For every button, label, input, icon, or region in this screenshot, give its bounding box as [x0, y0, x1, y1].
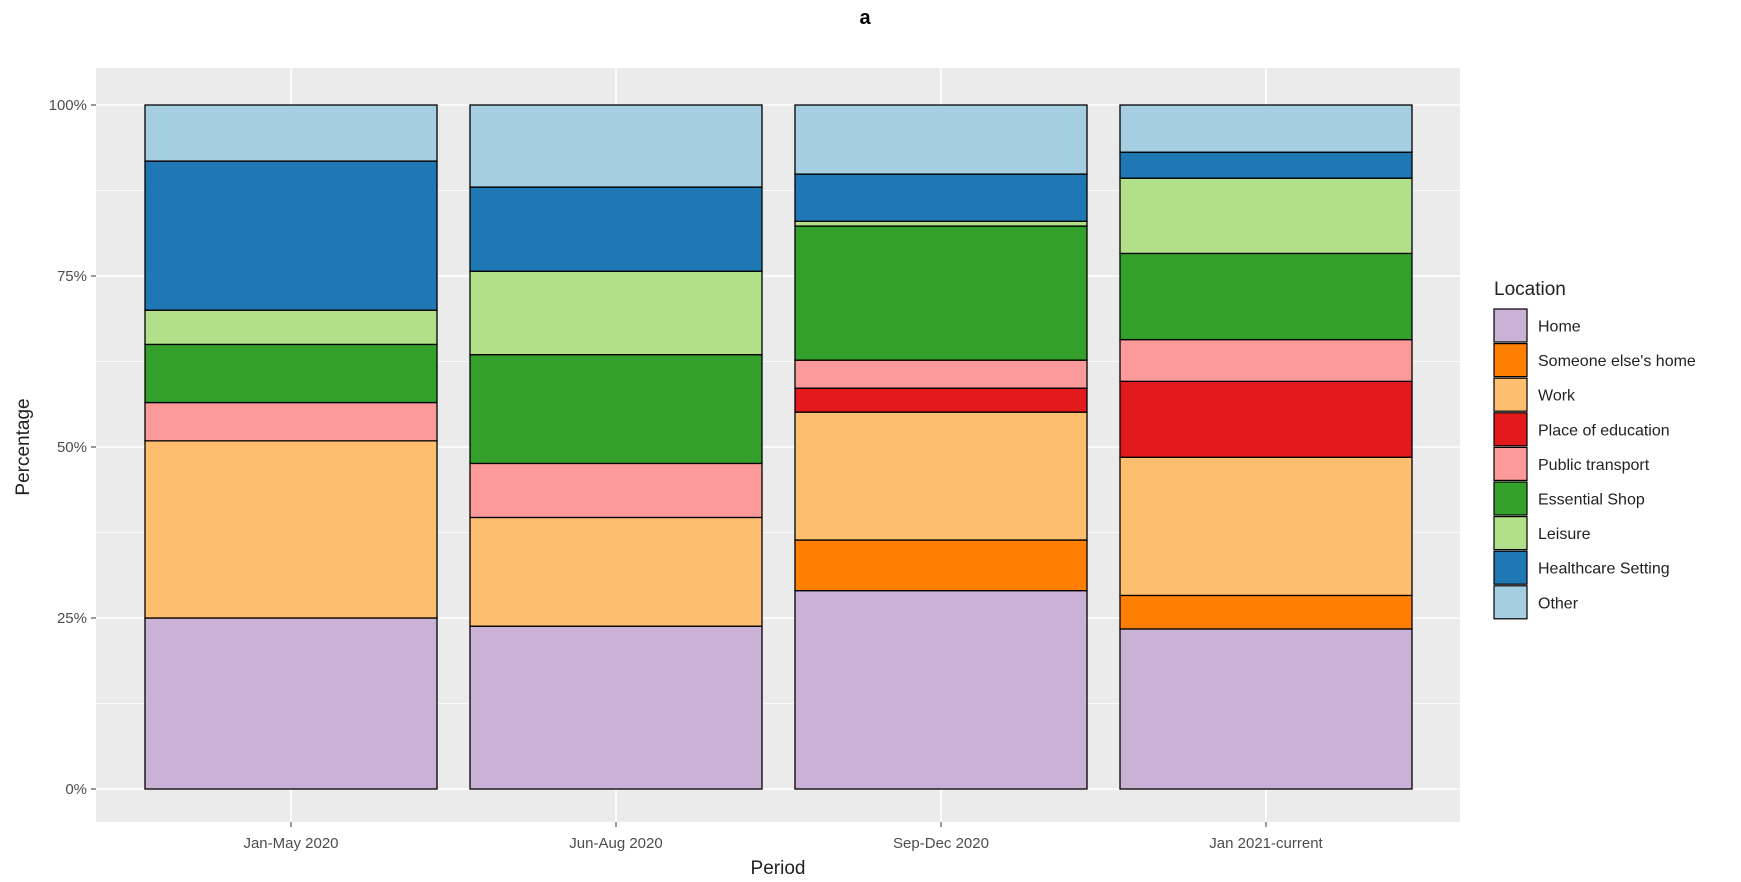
bar-segment-home: [144, 617, 438, 790]
bar-segment-other: [794, 104, 1088, 175]
bar-segment-healthcare-setting: [469, 186, 763, 272]
bar-segment-leisure: [794, 220, 1088, 227]
y-tick-label: 75%: [57, 268, 87, 285]
bar-segment-essential-shop: [144, 343, 438, 404]
chart-title: a: [859, 7, 871, 29]
bar-segment-place-of-education: [1119, 380, 1413, 458]
bar-segment-place-of-education: [794, 387, 1088, 413]
legend-swatch: [1493, 515, 1528, 551]
legend-label: Place of education: [1538, 422, 1670, 439]
y-tick-label: 0%: [65, 781, 87, 798]
x-axis-title: Period: [751, 858, 806, 879]
y-axis-title: Percentage: [13, 398, 34, 495]
bar-segment-healthcare-setting: [144, 160, 438, 311]
y-tick-label: 100%: [49, 97, 87, 114]
bar-segment-home: [469, 625, 763, 790]
legend-label: Leisure: [1538, 526, 1591, 543]
x-axis: Jan-May 2020 Jun-Aug 2020 Sep-Dec 2020 Jan …: [243, 822, 1324, 852]
bars: [144, 104, 1413, 790]
bar-segment-work: [469, 516, 763, 627]
bar-segment-essential-shop: [469, 354, 763, 465]
legend-swatch: [1493, 585, 1528, 620]
bar-segment-public-transport: [144, 401, 438, 442]
legend-label: Healthcare Setting: [1538, 561, 1670, 578]
bar-segment-leisure: [144, 309, 438, 346]
y-axis: 0% 25% 50% 75% 100%: [49, 97, 96, 798]
legend-swatch: [1493, 481, 1528, 516]
bar-segment-leisure: [1119, 177, 1413, 255]
bar-segment-home: [794, 589, 1088, 790]
legend-label: Someone else's home: [1538, 353, 1696, 370]
bar-segment-public-transport: [794, 359, 1088, 389]
legend-swatch: [1493, 308, 1528, 343]
bar-segment-other: [1119, 104, 1413, 153]
legend-swatch: [1493, 343, 1528, 378]
bar-segment-healthcare-setting: [794, 173, 1088, 222]
bar-segment-work: [144, 440, 438, 619]
y-tick-label: 50%: [57, 439, 87, 456]
bar-segment-someone-else-s-home: [1119, 594, 1413, 630]
legend-title: Location: [1494, 279, 1566, 300]
y-tick-label: 25%: [57, 610, 87, 627]
legend-swatch: [1493, 412, 1528, 447]
bar-segment-leisure: [469, 270, 763, 356]
bar-segment-work: [1119, 456, 1413, 597]
x-tick-label: Jun-Aug 2020: [569, 835, 662, 852]
x-tick-label: Jan 2021-current: [1209, 835, 1323, 852]
bar-segment-other: [144, 104, 438, 162]
legend: Location Home Someone else's home Work Plac…: [1493, 279, 1696, 620]
x-tick-label: Sep-Dec 2020: [893, 835, 989, 852]
bar-segment-essential-shop: [794, 225, 1088, 361]
bar-segment-someone-else-s-home: [794, 539, 1088, 592]
legend-label: Home: [1538, 319, 1581, 336]
bar-segment-healthcare-setting: [1119, 151, 1413, 179]
bar-segment-public-transport: [1119, 338, 1413, 382]
legend-swatch: [1493, 446, 1528, 481]
legend-swatch: [1493, 377, 1528, 412]
legend-label: Essential Shop: [1538, 492, 1645, 509]
legend-swatch: [1493, 550, 1528, 585]
bar-segment-essential-shop: [1119, 252, 1413, 341]
bar-segment-public-transport: [469, 462, 763, 519]
legend-label: Work: [1538, 388, 1576, 405]
legend-label: Public transport: [1538, 457, 1650, 474]
x-tick-label: Jan-May 2020: [243, 835, 338, 852]
bar-segment-home: [1119, 628, 1413, 790]
legend-label: Other: [1538, 595, 1579, 612]
bar-segment-other: [469, 104, 763, 188]
bar-segment-work: [794, 411, 1088, 541]
